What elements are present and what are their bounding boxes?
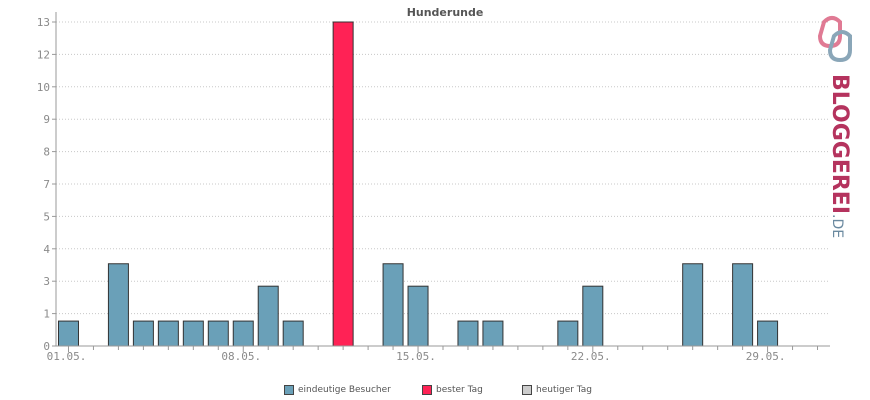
x-axis-ticks: 01.05. 08.05. 15.05. 22.05. 29.05. <box>47 346 819 363</box>
bar-day-6 <box>182 320 204 347</box>
logo-text: BLOGGEREI <box>827 74 852 215</box>
y-tick-label: 12 <box>37 48 50 61</box>
bar-day-7 <box>207 320 229 347</box>
legend-label-best-day: bester Tag <box>436 385 483 395</box>
legend-label-unique-visitors: eindeutige Besucher <box>298 385 391 395</box>
y-tick-label: 7 <box>43 178 50 191</box>
bar-day-4 <box>132 320 154 347</box>
bar-day-15 <box>407 285 429 347</box>
bar-day-22 <box>582 285 604 347</box>
bar-day-17 <box>457 320 479 347</box>
legend-item-unique-visitors: eindeutige Besucher <box>284 385 391 395</box>
y-tick-label: 0 <box>43 340 50 353</box>
y-tick-label: 5 <box>43 210 50 223</box>
x-tick-label: 08.05. <box>221 350 261 363</box>
bar-day-5 <box>157 320 179 347</box>
y-tick-label: 10 <box>37 81 50 94</box>
legend-swatch-best-day <box>422 385 432 395</box>
bars <box>57 21 779 347</box>
bar-day-28 <box>732 263 754 347</box>
y-tick-label: 8 <box>43 146 50 159</box>
y-tick-label: 1 <box>43 308 50 321</box>
logo-mark-icon <box>817 16 852 63</box>
legend-item-best-day: bester Tag <box>422 385 483 395</box>
y-tick-label: 4 <box>43 243 50 256</box>
logo-suffix: .DE <box>829 214 845 239</box>
bar-day-10 <box>282 320 304 347</box>
legend-swatch-today <box>522 385 532 395</box>
bar-best-day <box>332 21 354 347</box>
bar-day-21 <box>557 320 579 347</box>
y-tick-label: 3 <box>43 275 50 288</box>
legend-label-today: heutiger Tag <box>536 385 593 395</box>
bar-day-9 <box>257 285 279 347</box>
x-tick-label: 22.05. <box>571 350 611 363</box>
y-tick-label: 9 <box>43 113 50 126</box>
chart-title: Hunderunde <box>407 6 484 19</box>
legend-swatch-unique-visitors <box>284 385 294 395</box>
legend: eindeutige Besucher bester Tag heutiger … <box>0 385 870 399</box>
legend-item-today: heutiger Tag <box>522 385 592 395</box>
bar-day-14 <box>382 263 404 347</box>
bar-day-1 <box>57 320 79 347</box>
bar-day-18 <box>482 320 504 347</box>
gridlines <box>56 21 830 315</box>
bar-day-29 <box>757 320 779 347</box>
x-tick-label: 01.05. <box>47 350 87 363</box>
y-tick-label: 13 <box>37 16 50 29</box>
bar-day-26 <box>682 263 704 347</box>
x-tick-label: 29.05. <box>746 350 786 363</box>
bloggerei-logo[interactable]: BLOGGEREI.DE <box>812 14 870 238</box>
axes <box>55 12 830 347</box>
bar-day-3 <box>107 263 129 347</box>
logo-wordmark: BLOGGEREI.DE <box>812 74 852 238</box>
bar-day-8 <box>232 320 254 347</box>
x-tick-label: 15.05. <box>396 350 436 363</box>
